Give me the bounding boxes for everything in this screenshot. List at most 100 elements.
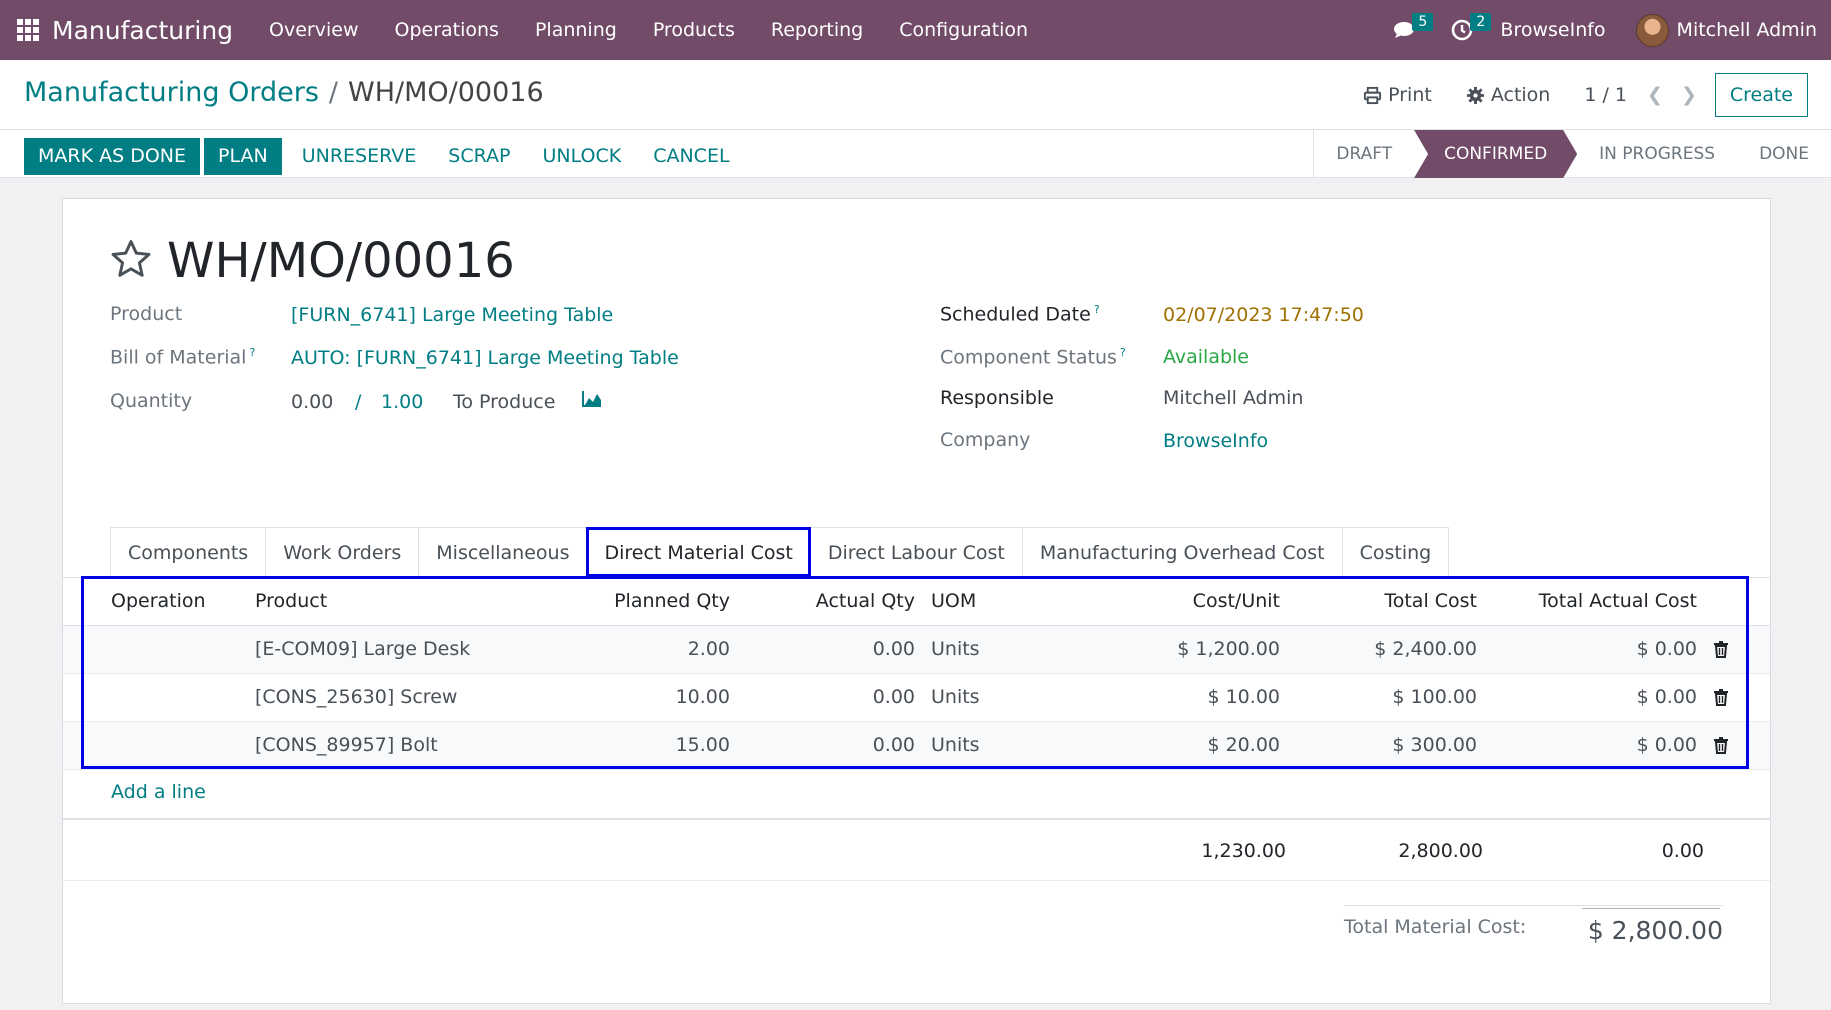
- scheduled-date-label-text: Scheduled Date: [940, 303, 1091, 326]
- tab-miscellaneous[interactable]: Miscellaneous: [418, 527, 588, 577]
- menu-reporting[interactable]: Reporting: [770, 19, 864, 41]
- tab-work-orders[interactable]: Work Orders: [265, 527, 420, 577]
- cell-total-cost[interactable]: $ 100.00: [1288, 673, 1485, 722]
- stage-in-progress[interactable]: IN PROGRESS: [1599, 144, 1716, 164]
- breadcrumb-separator: /: [328, 77, 338, 108]
- unlock-button[interactable]: UNLOCK: [542, 145, 622, 167]
- material-total-underline: [1582, 908, 1720, 909]
- col-uom[interactable]: UOM: [923, 577, 1018, 626]
- forecast-chart-icon[interactable]: [581, 389, 603, 414]
- col-total-cost[interactable]: Total Cost: [1288, 577, 1485, 626]
- user-avatar[interactable]: [1635, 13, 1669, 47]
- app-name[interactable]: Manufacturing: [52, 15, 234, 45]
- pager-value[interactable]: 1 / 1: [1584, 84, 1628, 106]
- mark-as-done-button[interactable]: MARK AS DONE: [24, 137, 200, 175]
- tab-costing[interactable]: Costing: [1341, 527, 1450, 577]
- tab-manufacturing-overhead-cost[interactable]: Manufacturing Overhead Cost: [1021, 527, 1343, 577]
- cell-delete: [1705, 673, 1770, 722]
- cell-product[interactable]: [CONS_89957] Bolt: [243, 721, 503, 770]
- cell-planned-qty[interactable]: 15.00: [503, 721, 738, 770]
- scrap-button[interactable]: SCRAP: [448, 145, 511, 167]
- trash-icon[interactable]: [1713, 734, 1729, 756]
- action-button[interactable]: Action: [1466, 84, 1550, 106]
- scheduled-help-icon[interactable]: ?: [1093, 303, 1100, 316]
- product-field[interactable]: [FURN_6741] Large Meeting Table: [291, 304, 614, 326]
- table-row[interactable]: [CONS_89957] Bolt 15.00 0.00 Units $ 20.…: [63, 721, 1770, 770]
- component-status-label-text: Component Status: [940, 346, 1117, 369]
- status-bar: DRAFT CONFIRMED IN PROGRESS DONE: [1313, 130, 1831, 178]
- table-row[interactable]: [E-COM09] Large Desk 2.00 0.00 Units $ 1…: [63, 625, 1770, 674]
- cell-uom[interactable]: Units: [923, 721, 1018, 770]
- bom-field[interactable]: AUTO: [FURN_6741] Large Meeting Table: [291, 347, 679, 369]
- stage-draft[interactable]: DRAFT: [1336, 144, 1393, 164]
- trash-icon[interactable]: [1713, 638, 1729, 660]
- create-button[interactable]: Create: [1714, 73, 1808, 117]
- cell-total-cost[interactable]: $ 2,400.00: [1288, 625, 1485, 674]
- menu-operations[interactable]: Operations: [394, 19, 499, 41]
- pager-previous-icon[interactable]: ❮: [1647, 84, 1663, 106]
- tab-direct-material-cost[interactable]: Direct Material Cost: [586, 527, 811, 577]
- add-line-button[interactable]: Add a line: [111, 781, 206, 803]
- component-status-help-icon[interactable]: ?: [1119, 346, 1126, 359]
- table-row[interactable]: [CONS_25630] Screw 10.00 0.00 Units $ 10…: [63, 673, 1770, 722]
- apps-grid-icon[interactable]: [17, 19, 39, 41]
- trash-icon[interactable]: [1713, 686, 1729, 708]
- menu-configuration[interactable]: Configuration: [899, 19, 1029, 41]
- user-menu[interactable]: Mitchell Admin: [1676, 19, 1817, 41]
- plan-button[interactable]: PLAN: [204, 137, 282, 175]
- unreserve-button[interactable]: UNRESERVE: [301, 145, 417, 167]
- col-planned-qty[interactable]: Planned Qty: [503, 577, 738, 626]
- activities-button[interactable]: 2: [1442, 0, 1492, 60]
- quantity-done[interactable]: 0.00: [291, 391, 334, 413]
- messages-button[interactable]: 5: [1384, 0, 1434, 60]
- top-navbar: Manufacturing Overview Operations Planni…: [0, 0, 1831, 60]
- cell-uom[interactable]: Units: [923, 673, 1018, 722]
- cell-total-actual-cost[interactable]: $ 0.00: [1485, 625, 1705, 674]
- tab-components[interactable]: Components: [110, 527, 267, 577]
- cell-uom[interactable]: Units: [923, 625, 1018, 674]
- tab-direct-labour-cost[interactable]: Direct Labour Cost: [809, 527, 1023, 577]
- col-operation[interactable]: Operation: [63, 577, 243, 626]
- cell-cost-unit[interactable]: $ 10.00: [1018, 673, 1288, 722]
- cell-cost-unit[interactable]: $ 1,200.00: [1018, 625, 1288, 674]
- menu-products[interactable]: Products: [652, 19, 735, 41]
- menu-planning[interactable]: Planning: [534, 19, 617, 41]
- company-label: Company: [940, 429, 1031, 451]
- cell-product[interactable]: [E-COM09] Large Desk: [243, 625, 503, 674]
- cancel-button[interactable]: CANCEL: [653, 145, 730, 167]
- cell-actual-qty[interactable]: 0.00: [738, 721, 923, 770]
- stage-confirmed[interactable]: CONFIRMED: [1414, 130, 1577, 178]
- menu-overview[interactable]: Overview: [269, 19, 359, 41]
- company-switcher[interactable]: BrowseInfo: [1500, 19, 1606, 41]
- pager-next-icon[interactable]: ❯: [1680, 84, 1697, 106]
- gear-icon: [1466, 86, 1484, 104]
- bom-help-icon[interactable]: ?: [249, 346, 256, 359]
- scheduled-date-label: Scheduled Date?: [940, 303, 1100, 325]
- cell-planned-qty[interactable]: 10.00: [503, 673, 738, 722]
- cell-actual-qty[interactable]: 0.00: [738, 625, 923, 674]
- col-product[interactable]: Product: [243, 577, 503, 626]
- breadcrumb-parent[interactable]: Manufacturing Orders: [24, 77, 319, 108]
- quantity-total[interactable]: 1.00: [381, 391, 424, 413]
- material-total-value: $ 2,800.00: [1587, 916, 1723, 945]
- col-cost-unit[interactable]: Cost/Unit: [1018, 577, 1288, 626]
- cell-operation[interactable]: [63, 625, 243, 674]
- cell-cost-unit[interactable]: $ 20.00: [1018, 721, 1288, 770]
- cell-total-cost[interactable]: $ 300.00: [1288, 721, 1485, 770]
- bom-label-text: Bill of Material: [110, 346, 247, 369]
- cell-operation[interactable]: [63, 721, 243, 770]
- col-total-actual-cost[interactable]: Total Actual Cost: [1485, 577, 1705, 626]
- print-button[interactable]: Print: [1363, 84, 1432, 106]
- company-field[interactable]: BrowseInfo: [1163, 430, 1269, 452]
- cell-actual-qty[interactable]: 0.00: [738, 673, 923, 722]
- cell-operation[interactable]: [63, 673, 243, 722]
- cell-planned-qty[interactable]: 2.00: [503, 625, 738, 674]
- cell-total-actual-cost[interactable]: $ 0.00: [1485, 673, 1705, 722]
- scheduled-date-field[interactable]: 02/07/2023 17:47:50: [1163, 304, 1364, 326]
- stage-done[interactable]: DONE: [1759, 144, 1809, 164]
- col-actual-qty[interactable]: Actual Qty: [738, 577, 923, 626]
- responsible-field[interactable]: Mitchell Admin: [1163, 387, 1304, 409]
- star-icon[interactable]: [109, 237, 153, 285]
- cell-product[interactable]: [CONS_25630] Screw: [243, 673, 503, 722]
- cell-total-actual-cost[interactable]: $ 0.00: [1485, 721, 1705, 770]
